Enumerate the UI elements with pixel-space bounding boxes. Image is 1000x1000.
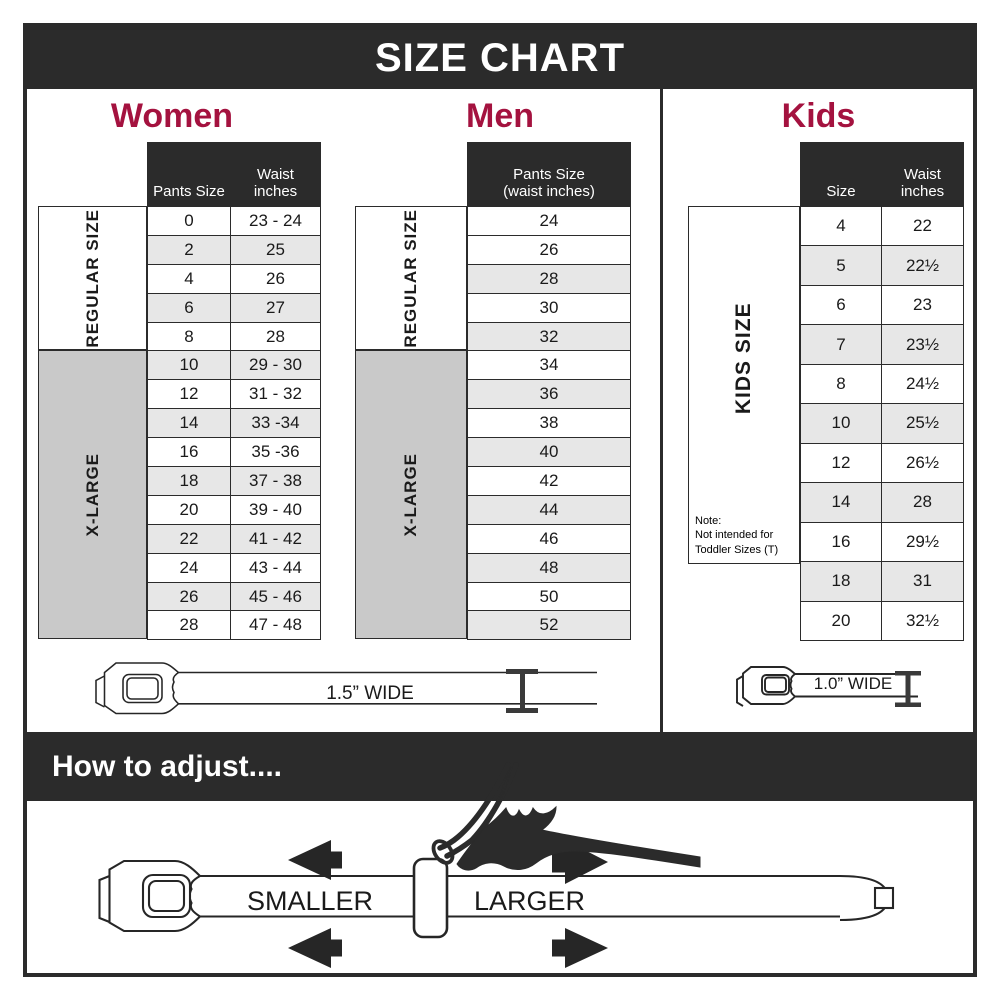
svg-text:1.5” WIDE: 1.5” WIDE	[326, 683, 414, 704]
svg-text:1.0” WIDE: 1.0” WIDE	[814, 674, 892, 693]
